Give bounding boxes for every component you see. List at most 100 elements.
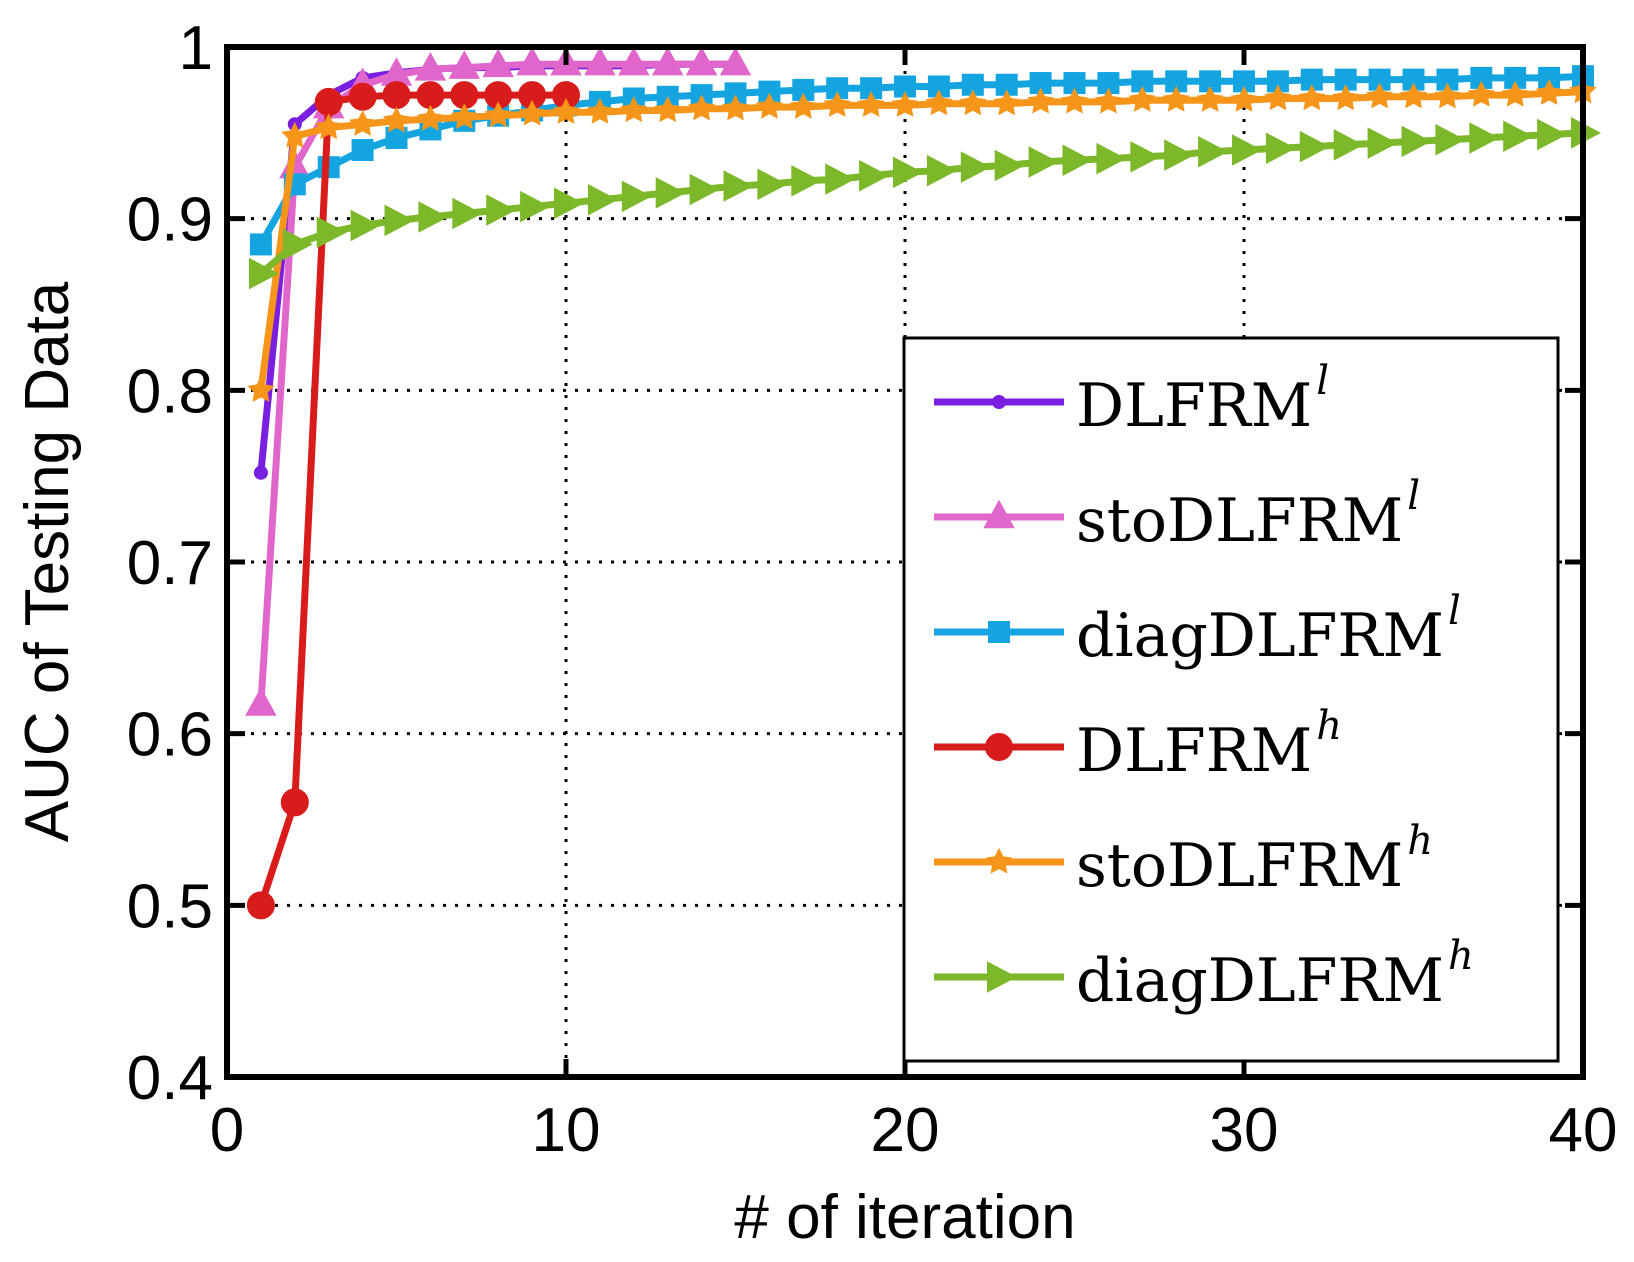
data-point bbox=[282, 228, 313, 261]
data-point bbox=[1504, 66, 1527, 89]
data-point bbox=[385, 126, 408, 149]
legend-box bbox=[902, 336, 1560, 1063]
data-point bbox=[418, 201, 449, 233]
data-point bbox=[1469, 122, 1500, 154]
data-point bbox=[314, 87, 343, 116]
data-point bbox=[1029, 72, 1052, 95]
y-tick-label: 0.5 bbox=[127, 872, 213, 941]
data-point bbox=[724, 82, 747, 105]
data-point bbox=[518, 99, 546, 126]
data-point bbox=[1027, 87, 1055, 114]
data-point bbox=[1503, 120, 1534, 153]
data-point bbox=[1537, 118, 1568, 151]
x-tick-label: 20 bbox=[871, 1096, 940, 1165]
legend-entry: DLFRM h bbox=[934, 703, 1342, 786]
data-point bbox=[823, 91, 851, 117]
data-point bbox=[1402, 68, 1425, 91]
data-point bbox=[1199, 70, 1222, 93]
x-tick-label: 0 bbox=[210, 1096, 244, 1165]
data-point bbox=[552, 97, 580, 124]
data-point bbox=[584, 46, 616, 76]
legend-label-superscript: h bbox=[1448, 933, 1474, 979]
data-point bbox=[350, 209, 381, 242]
data-point bbox=[621, 180, 652, 213]
data-point bbox=[1096, 142, 1127, 175]
y-tick-label: 0.7 bbox=[127, 529, 213, 598]
data-point bbox=[1265, 132, 1296, 165]
data-point bbox=[1266, 70, 1289, 93]
legend-marker bbox=[983, 499, 1015, 529]
data-point bbox=[382, 106, 411, 133]
legend-label: stoDLFRM bbox=[1076, 831, 1403, 901]
data-point bbox=[1538, 66, 1561, 89]
data-point bbox=[1332, 84, 1360, 111]
series-line bbox=[257, 91, 566, 907]
data-point bbox=[249, 233, 272, 256]
legend-entry: stoDLFRM h bbox=[934, 818, 1433, 901]
data-point bbox=[1535, 79, 1563, 105]
data-point bbox=[452, 197, 483, 230]
axis-ticks: 0 10 20 30 40 0.4 0.5 0.6 0.7 0.8 0.9 1 bbox=[127, 14, 1618, 1165]
data-point bbox=[1470, 66, 1493, 89]
data-point bbox=[246, 891, 275, 920]
y-axis-title: AUC of Testing Data bbox=[13, 281, 82, 842]
y-tick-label: 0.6 bbox=[127, 701, 213, 770]
data-point bbox=[516, 46, 548, 76]
data-point bbox=[1436, 68, 1459, 91]
data-point bbox=[1433, 82, 1461, 109]
data-point bbox=[484, 101, 512, 128]
data-point bbox=[486, 194, 517, 226]
series-dlfrm-h bbox=[246, 81, 580, 920]
data-point bbox=[825, 163, 856, 195]
data-point bbox=[380, 57, 413, 86]
data-point bbox=[414, 52, 447, 81]
data-point bbox=[618, 46, 650, 76]
data-point bbox=[891, 91, 919, 117]
data-point bbox=[482, 48, 514, 78]
series-stodlfrm-h bbox=[247, 77, 1597, 402]
data-point bbox=[1131, 70, 1154, 93]
data-point bbox=[857, 91, 885, 117]
data-point bbox=[860, 77, 883, 100]
data-point bbox=[1060, 87, 1089, 114]
y-tick-label: 0.8 bbox=[127, 357, 213, 426]
data-point bbox=[688, 94, 716, 121]
data-point bbox=[1467, 80, 1495, 107]
data-point bbox=[789, 92, 817, 119]
data-point bbox=[1097, 72, 1120, 95]
data-point bbox=[994, 149, 1025, 182]
data-point bbox=[349, 110, 377, 136]
data-point bbox=[791, 165, 822, 197]
data-point bbox=[757, 168, 788, 201]
data-point bbox=[1128, 85, 1156, 112]
data-point bbox=[520, 190, 551, 223]
legend-label: DLFRM bbox=[1076, 716, 1312, 786]
y-tick-label: 0.9 bbox=[127, 186, 213, 255]
data-point bbox=[280, 788, 309, 817]
data-point bbox=[1165, 70, 1188, 93]
data-point bbox=[1094, 87, 1122, 114]
legend-entry: DLFRM l bbox=[934, 358, 1329, 441]
legend-marker bbox=[988, 621, 1010, 643]
data-point bbox=[960, 151, 991, 183]
x-tick-label: 30 bbox=[1210, 1096, 1279, 1165]
data-point bbox=[416, 104, 444, 131]
legend-label-superscript: h bbox=[1407, 818, 1433, 864]
data-point bbox=[723, 170, 754, 202]
data-point bbox=[382, 81, 411, 110]
data-point bbox=[1063, 72, 1086, 95]
data-point bbox=[893, 156, 923, 189]
legend-marker bbox=[985, 847, 1013, 874]
data-point bbox=[1198, 135, 1229, 168]
data-point bbox=[1196, 85, 1224, 112]
data-point bbox=[253, 465, 268, 480]
legend-marker bbox=[991, 394, 1007, 410]
data-point bbox=[247, 376, 275, 402]
legend-label-superscript: h bbox=[1316, 703, 1342, 749]
data-point bbox=[1399, 82, 1428, 109]
data-point bbox=[1368, 68, 1391, 91]
data-point bbox=[859, 160, 890, 192]
data-point bbox=[689, 173, 720, 206]
data-point bbox=[248, 257, 279, 290]
